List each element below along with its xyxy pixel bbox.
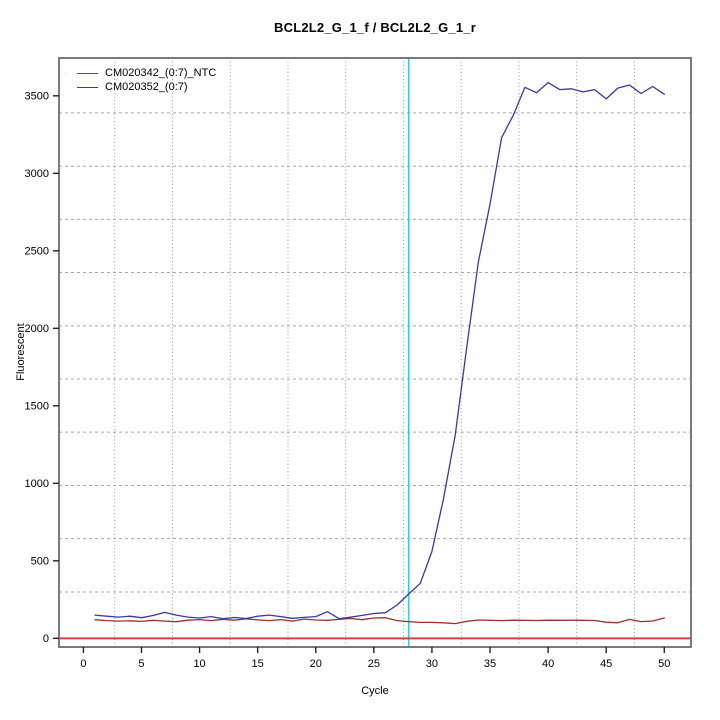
y-axis-label: Fluorescent bbox=[15, 323, 27, 381]
svg-text:25: 25 bbox=[368, 658, 380, 670]
svg-text:0: 0 bbox=[80, 658, 86, 670]
svg-text:500: 500 bbox=[31, 556, 49, 568]
curve-sample bbox=[94, 81, 665, 620]
svg-text:2000: 2000 bbox=[25, 323, 49, 335]
svg-text:2500: 2500 bbox=[25, 246, 49, 258]
legend-line-swatch-ntc bbox=[77, 72, 98, 74]
svg-text:15: 15 bbox=[252, 658, 264, 670]
svg-text:35: 35 bbox=[484, 658, 496, 670]
legend-item-ntc: CM020342_(0:7)_NTC bbox=[77, 66, 216, 80]
grid bbox=[59, 58, 691, 647]
legend-label-sample: CM020352_(0:7) bbox=[105, 81, 188, 93]
svg-text:10: 10 bbox=[193, 658, 205, 670]
plot-frame bbox=[58, 57, 692, 648]
svg-text:20: 20 bbox=[310, 658, 322, 670]
svg-text:5: 5 bbox=[138, 658, 144, 670]
svg-text:3500: 3500 bbox=[25, 91, 49, 103]
legend-item-sample: CM020352_(0:7) bbox=[77, 80, 216, 94]
svg-text:1000: 1000 bbox=[25, 478, 49, 490]
chart-title: BCL2L2_G_1_f / BCL2L2_G_1_r bbox=[274, 20, 476, 35]
axes: 0 5 10 15 20 25 30 35 40 45 5005001000150020002500… bbox=[25, 91, 671, 670]
x-axis-label: Cycle bbox=[361, 685, 389, 697]
curve-ntc bbox=[94, 617, 665, 625]
legend-line-swatch-sample bbox=[77, 86, 98, 88]
svg-text:3000: 3000 bbox=[25, 168, 49, 180]
curves bbox=[94, 81, 665, 625]
legend: CM020342_(0:7)_NTC CM020352_(0:7) bbox=[77, 66, 216, 94]
svg-text:1500: 1500 bbox=[25, 401, 49, 413]
svg-text:40: 40 bbox=[542, 658, 554, 670]
legend-label-ntc: CM020342_(0:7)_NTC bbox=[105, 67, 217, 79]
svg-text:45: 45 bbox=[600, 658, 612, 670]
svg-text:50: 50 bbox=[658, 658, 670, 670]
svg-text:0: 0 bbox=[43, 633, 49, 645]
svg-text:30: 30 bbox=[426, 658, 438, 670]
